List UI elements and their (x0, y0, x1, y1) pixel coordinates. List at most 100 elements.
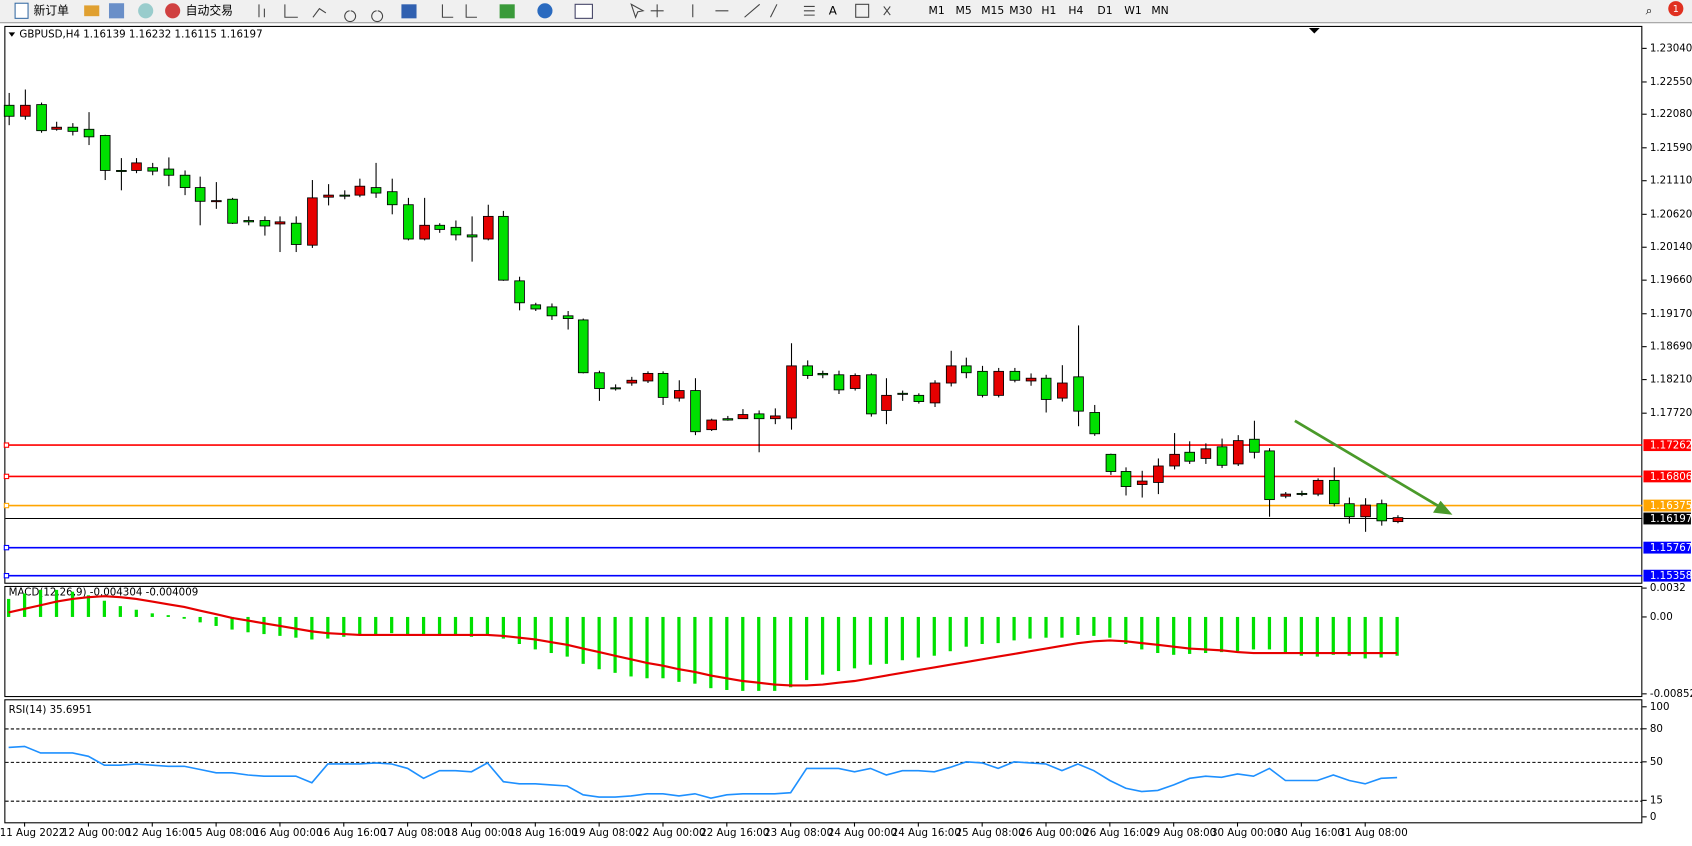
icon[interactable] (537, 3, 553, 19)
macd-bar (374, 616, 378, 635)
timeframe[interactable]: M15 (981, 4, 1004, 17)
level-handle (3, 572, 10, 579)
macd-bar (1283, 616, 1288, 654)
macd-bar (310, 616, 314, 640)
macd-bar (900, 616, 904, 661)
candle-body (211, 200, 222, 203)
time-label: 24 Aug 16:00 (892, 827, 961, 839)
candle-body (626, 379, 638, 384)
macd-bar (1347, 616, 1351, 656)
alert-count[interactable]: 1 (1673, 4, 1679, 15)
candle-body (849, 375, 861, 389)
candle-body (817, 372, 829, 376)
icon[interactable] (574, 3, 593, 19)
icon[interactable] (108, 3, 125, 19)
macd-bar (693, 616, 697, 684)
new-order[interactable]: 新订单 (33, 3, 69, 17)
candle-body (1232, 440, 1244, 465)
time-label: 11 Aug 2022 (0, 827, 65, 839)
candle-body (99, 135, 111, 171)
macd-bar (773, 616, 777, 691)
candle-body (131, 162, 142, 171)
macd-bar (533, 616, 537, 650)
macd-bar (1331, 616, 1335, 655)
rsi-value: 35.6951 (50, 704, 92, 716)
time-label: 29 Aug 08:00 (1147, 827, 1216, 839)
icon[interactable] (883, 6, 891, 16)
candle-body (1009, 370, 1021, 381)
candle-body (290, 222, 302, 245)
macd-bar (757, 616, 761, 691)
y-tick-label: 1.17720 (1650, 407, 1692, 419)
macd-bar (1251, 616, 1256, 650)
macd-bar (22, 593, 27, 617)
icon[interactable] (401, 4, 417, 19)
macd-bar (789, 616, 793, 688)
time-label: 25 Aug 08:00 (956, 827, 1025, 839)
level-label-bg (1643, 470, 1691, 483)
macd-bar (1315, 616, 1319, 657)
timeframe[interactable]: H4 (1068, 4, 1083, 17)
y-tick-label: 1.19660 (1650, 274, 1692, 286)
timeframe[interactable]: H1 (1041, 4, 1056, 17)
auto-trading[interactable]: 自动交易 (186, 3, 233, 17)
icon[interactable] (499, 4, 515, 19)
high: 1.16232 (129, 29, 171, 41)
macd-bar (294, 616, 298, 638)
timeframe[interactable]: M30 (1009, 4, 1032, 17)
candle-body (1392, 517, 1404, 523)
rsi-tick-label: 0 (1650, 811, 1657, 823)
alert-badge[interactable] (1668, 1, 1684, 17)
macd-bar (980, 616, 984, 644)
icon[interactable] (138, 3, 154, 19)
rsi-line (8, 745, 1398, 800)
icon[interactable] (855, 3, 870, 18)
time-label: 24 Aug 00:00 (828, 827, 897, 839)
timeframe[interactable]: W1 (1124, 4, 1142, 17)
macd-bar (1124, 616, 1128, 644)
time-label: 16 Aug 16:00 (317, 827, 386, 839)
candle-body (259, 220, 271, 227)
tool-icons[interactable] (258, 3, 815, 23)
candle-body (354, 185, 366, 196)
macd-bar (102, 600, 107, 617)
macd-bar (1395, 616, 1399, 656)
timeframe[interactable]: M1 (929, 4, 945, 17)
candle-body (1328, 479, 1340, 505)
macd-bar (198, 616, 202, 623)
new-order-icon[interactable] (14, 2, 29, 19)
timeframe[interactable]: MN (1151, 4, 1168, 17)
time-label: 26 Aug 16:00 (1083, 827, 1152, 839)
candle-body (67, 126, 79, 132)
time-label: 30 Aug 00:00 (1211, 827, 1280, 839)
macd-bar (1299, 616, 1303, 656)
macd-bar (262, 616, 266, 635)
icon[interactable] (84, 5, 100, 17)
candle-body (339, 194, 351, 197)
macd-bar (230, 616, 234, 630)
candle-body (802, 365, 813, 376)
macd-bar (1379, 616, 1383, 658)
macd-bar (709, 616, 713, 689)
time-label: 19 Aug 08:00 (573, 827, 642, 839)
auto-trading-icon[interactable] (165, 3, 181, 19)
time-label: 15 Aug 08:00 (190, 827, 259, 839)
tool-glyphs[interactable] (258, 3, 815, 23)
timeframe[interactable]: D1 (1097, 4, 1112, 17)
candle-body (610, 387, 621, 390)
macd-bar (485, 616, 490, 635)
candle-body (737, 414, 749, 420)
macd-bar (54, 589, 59, 617)
macd-tick-label: 0.0032 (1650, 582, 1686, 594)
macd-bar (1060, 616, 1064, 638)
price-panel (4, 25, 1643, 584)
timeframe[interactable]: M5 (956, 4, 972, 17)
rsi-tick-label: 80 (1650, 723, 1663, 735)
time-label: 26 Aug 00:00 (1019, 827, 1088, 839)
text-tool[interactable]: A (829, 3, 838, 17)
candle-body (51, 126, 62, 130)
candle-body (753, 413, 765, 420)
shift-marker (1308, 28, 1320, 34)
search-icon[interactable]: ⌕ (1646, 3, 1653, 17)
